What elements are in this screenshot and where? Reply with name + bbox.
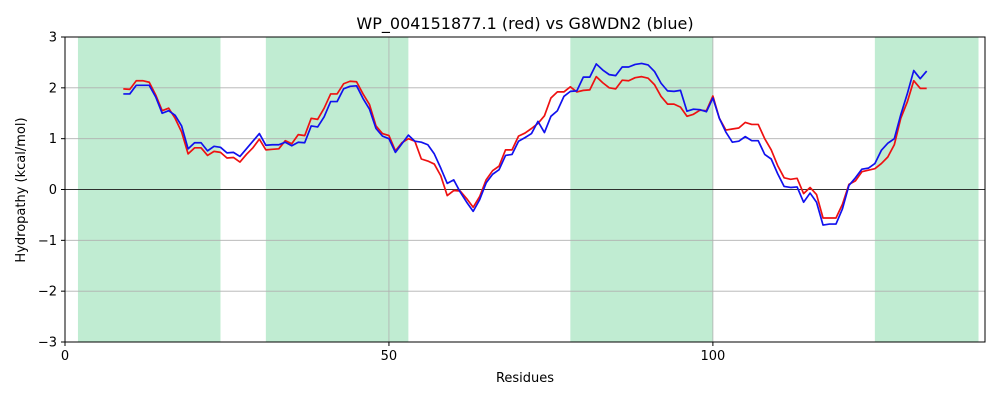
x-tick-label: 0 [61,349,69,364]
x-axis-ticks: 0 50 100 [61,342,725,364]
series-line-2 [123,62,928,226]
y-tick-label: −3 [38,336,57,351]
x-tick-label: 50 [381,349,398,364]
y-tick-label: 0 [49,183,57,198]
chart-title: WP_004151877.1 (red) vs G8WDN2 (blue) [356,14,693,34]
series-lines [123,62,928,226]
y-tick-label: 3 [49,31,57,46]
y-tick-label: 1 [49,132,57,147]
y-tick-label: 2 [49,81,57,96]
series-line-1 [123,75,927,219]
y-axis-ticks: −3 −2 −1 0 1 2 3 [38,31,65,351]
y-tick-label: −1 [38,234,57,249]
y-axis-label: Hydropathy (kcal/mol) [14,117,29,262]
y-tick-label: −2 [38,285,57,300]
x-axis-label: Residues [496,371,554,386]
x-tick-label: 100 [700,349,725,364]
